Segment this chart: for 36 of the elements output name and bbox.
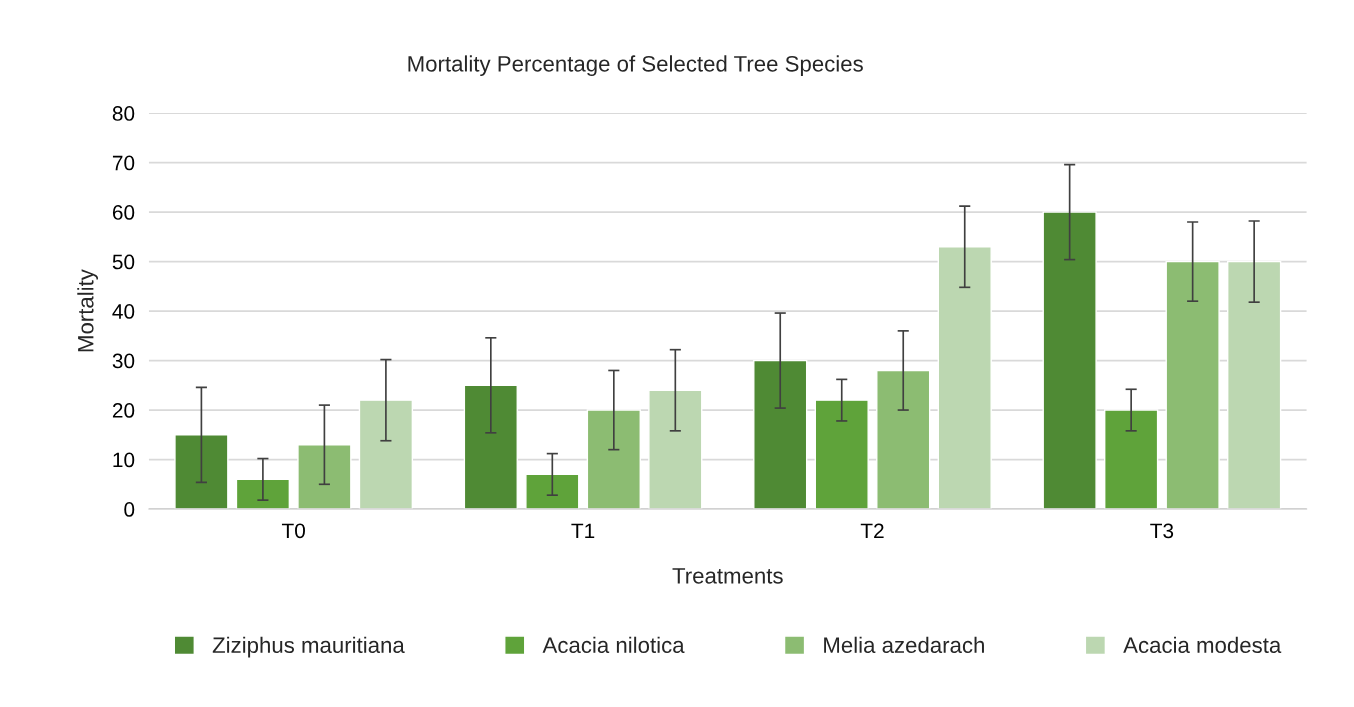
bar [174, 434, 229, 510]
bar [1227, 260, 1282, 510]
y-tick-label: 80 [112, 106, 135, 121]
bar [1165, 260, 1220, 510]
bar [1042, 211, 1097, 510]
bar [876, 369, 931, 510]
x-tick-label: T2 [860, 523, 884, 539]
bar [648, 389, 703, 510]
y-tick-label: 60 [112, 205, 135, 220]
bar [814, 399, 869, 510]
x-tick-label: T1 [571, 523, 595, 539]
legend-label: Acacia nilotica [542, 636, 685, 654]
legend-label: Melia azedarach [824, 636, 984, 654]
bar [1104, 409, 1159, 510]
chart-title: Mortality Percentage of Selected Tree Species [408, 55, 863, 77]
y-tick-label: 10 [113, 452, 135, 468]
y-tick-label: 0 [124, 502, 135, 517]
y-tick-label: 30 [112, 353, 135, 369]
bar [463, 384, 518, 510]
bar [235, 478, 291, 510]
y-tick-label: 20 [112, 403, 135, 418]
x-tick-label: T3 [1150, 523, 1174, 539]
bar [586, 409, 641, 510]
legend-label: Acacia modesta [1123, 636, 1282, 654]
bar [297, 444, 352, 510]
y-tick-label: 70 [112, 155, 135, 171]
bar [358, 399, 414, 510]
x-tick-label: T0 [281, 523, 305, 539]
y-axis-title: Mortality [77, 269, 98, 352]
bar [937, 246, 992, 510]
x-axis-title: Treatments [672, 568, 783, 584]
legend-label: Ziziphus mauritiana [212, 636, 405, 658]
bar [525, 473, 580, 510]
y-tick-label: 40 [112, 304, 135, 319]
bar [753, 359, 808, 510]
y-tick-label: 50 [112, 254, 135, 270]
